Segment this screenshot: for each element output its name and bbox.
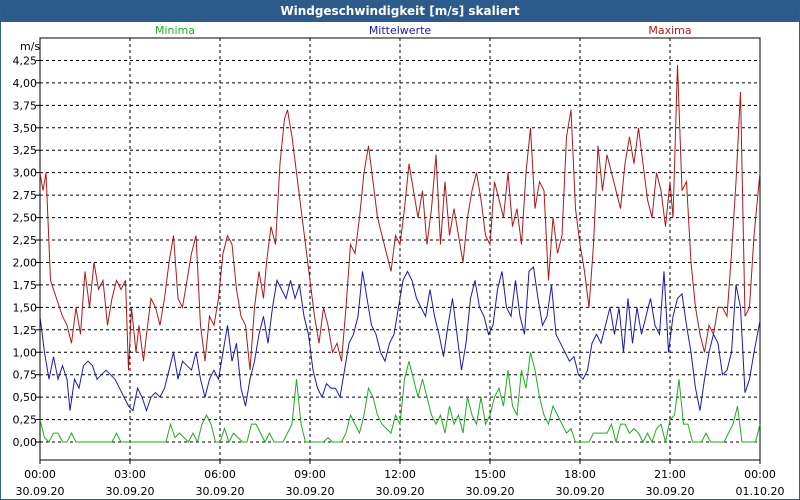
y-tick-label-4: 1,00 [13,346,38,359]
x-tick-time-2: 06:00 [204,468,236,481]
y-tick-label-11: 2,75 [13,189,38,202]
x-tick-time-5: 15:00 [474,468,506,481]
legend: Minima Mittelwerte Maxima [155,24,692,37]
y-tick-label-5: 1,25 [13,324,38,337]
y-axis-ticks: 0,00 0,25 0,50 0,75 1,00 1,25 1,50 1,75 2,00 2,25… [13,54,40,449]
legend-entry-mittelwerte: Mittelwerte [369,24,432,37]
y-tick-label-10: 2,50 [13,212,38,225]
y-tick-label-3: 0,75 [13,369,38,382]
x-tick-date-7: 30.09.20 [646,485,695,498]
y-tick-label-7: 1,75 [13,279,38,292]
x-tick-time-7: 21:00 [654,468,686,481]
y-tick-label-1: 0,25 [13,414,38,427]
x-tick-date-2: 30.09.20 [196,485,245,498]
y-tick-label-15: 3,75 [13,99,38,112]
y-axis-label: m/s [20,40,40,53]
x-tick-date-5: 30.09.20 [466,485,515,498]
y-tick-label-13: 3,25 [13,144,38,157]
series-line-mittelwerte [39,265,761,413]
y-tick-label-17: 4,25 [13,54,38,67]
x-tick-date-0: 30.09.20 [16,485,65,498]
y-tick-label-12: 3,00 [13,167,38,180]
series-line-minima [39,352,761,444]
x-tick-time-1: 03:00 [114,468,146,481]
y-tick-label-16: 4,00 [13,77,38,90]
legend-entry-minima: Minima [155,24,195,37]
y-tick-label-6: 1,50 [13,301,38,314]
x-tick-date-6: 30.09.20 [556,485,605,498]
y-tick-label-2: 0,50 [13,391,38,404]
y-tick-label-8: 2,00 [13,256,38,269]
x-tick-date-3: 30.09.20 [286,485,335,498]
chart-title: Windgeschwindigkeit [m/s] skaliert [1,1,799,22]
x-tick-date-4: 30.09.20 [376,485,425,498]
series-line-maxima [39,64,761,371]
series-lines [39,64,761,444]
legend-entry-maxima: Maxima [648,24,691,37]
x-tick-time-3: 09:00 [294,468,326,481]
x-tick-date-1: 30.09.20 [106,485,155,498]
x-tick-time-0: 00:00 [24,468,56,481]
x-tick-time-8: 00:00 [744,468,776,481]
x-tick-time-4: 12:00 [384,468,416,481]
x-tick-time-6: 18:00 [564,468,596,481]
y-tick-label-9: 2,25 [13,234,38,247]
x-axis-ticks: 00:00 30.09.20 03:00 30.09.20 06:00 30.09.20 0… [16,460,785,498]
y-tick-label-14: 3,50 [13,122,38,135]
y-tick-label-0: 0,00 [13,436,38,449]
x-tick-date-8: 01.10.20 [736,485,785,498]
